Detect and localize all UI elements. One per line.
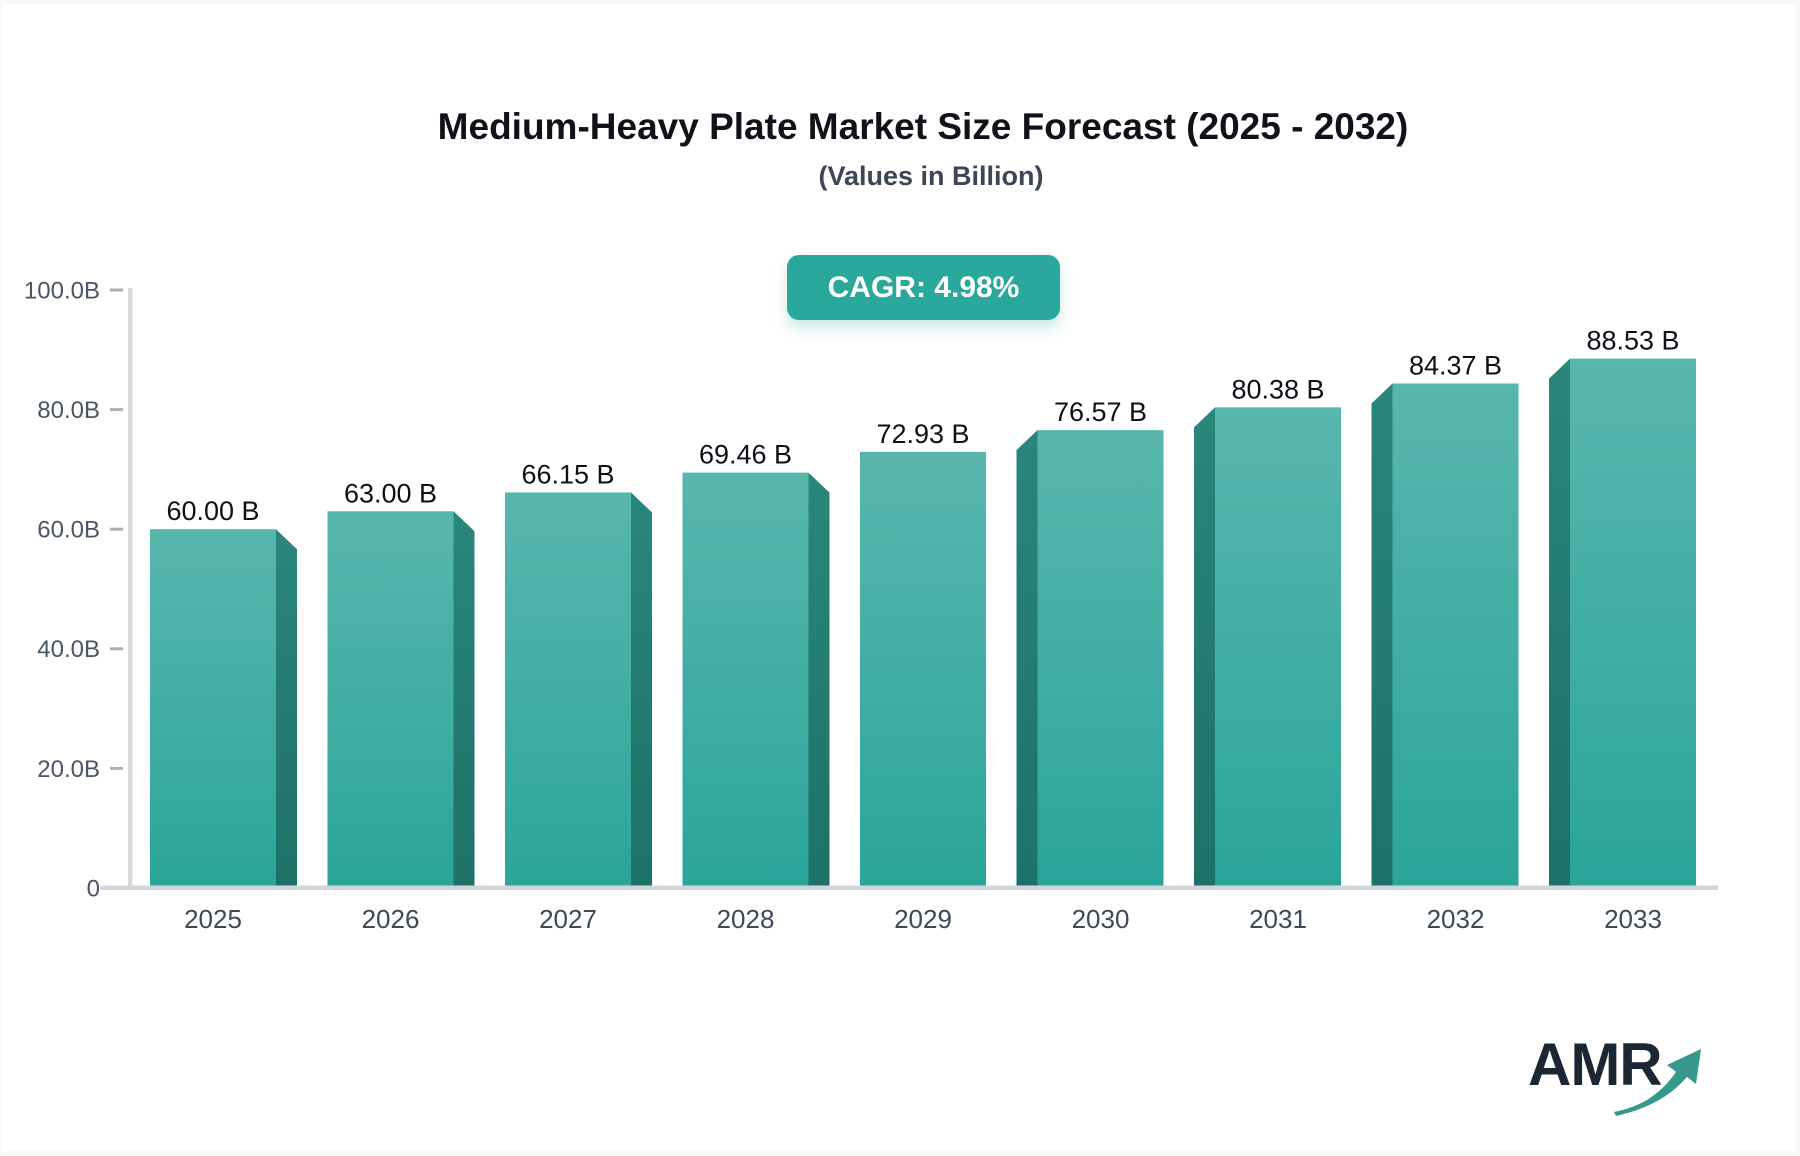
bar-side-2028 <box>808 472 830 887</box>
bar-side-2031 <box>1194 407 1215 887</box>
amr-logo-text: AMR <box>1528 1031 1663 1098</box>
bar-value-label: 72.93 B <box>876 419 969 449</box>
bar-side-2032 <box>1371 383 1393 887</box>
growth-arrow-icon <box>1614 1049 1701 1116</box>
bar-2029 <box>860 451 986 888</box>
y-axis-line <box>128 288 133 890</box>
bar-2028 <box>682 472 809 888</box>
bar-2030 <box>1037 430 1164 888</box>
y-axis-tick-label: 20.0B <box>37 756 100 783</box>
bar-value-label: 60.00 B <box>166 496 259 526</box>
bar-value-label: 84.37 B <box>1409 350 1502 380</box>
bar-2025 <box>150 529 276 888</box>
page-bottom-border <box>0 1151 1800 1156</box>
bar-2032 <box>1392 383 1519 888</box>
x-axis-line <box>100 885 1718 890</box>
y-axis-tick-label: 80.0B <box>37 397 100 424</box>
x-axis-label: 2025 <box>184 904 242 934</box>
page-left-border <box>0 0 2 1156</box>
bar-value-label: 63.00 B <box>344 478 437 508</box>
bar-side-2027 <box>631 492 652 887</box>
bar-side-2025 <box>276 529 297 887</box>
chart-subtitle: (Values in Billion) <box>818 161 1044 191</box>
bar-value-label: 80.38 B <box>1231 374 1324 404</box>
page-right-border <box>1796 0 1800 1156</box>
cagr-badge: CAGR: 4.98% <box>787 255 1060 320</box>
bar-value-label: 69.46 B <box>699 440 792 470</box>
x-axis-label: 2028 <box>717 904 775 934</box>
bar-side-2030 <box>1016 430 1038 887</box>
x-axis-label: 2033 <box>1604 904 1662 934</box>
bar-2027 <box>505 492 631 888</box>
bar-value-label: 88.53 B <box>1586 326 1679 356</box>
x-axis-label: 2026 <box>362 904 420 934</box>
bar-2033 <box>1570 358 1696 889</box>
x-axis-label: 2030 <box>1072 904 1130 934</box>
bar-side-2033 <box>1549 358 1570 888</box>
x-axis-label: 2031 <box>1249 904 1307 934</box>
x-axis-label: 2027 <box>539 904 597 934</box>
bar-2031 <box>1215 407 1341 888</box>
y-axis-tick-label: 60.0B <box>37 517 100 544</box>
chart-title: Medium-Heavy Plate Market Size Forecast … <box>437 106 1409 147</box>
bar-2026 <box>327 511 454 888</box>
y-axis-tick-label: 100.0B <box>24 277 100 304</box>
amr-logo: AMR <box>1528 1030 1728 1130</box>
x-axis-label: 2032 <box>1427 904 1485 934</box>
x-axis-label: 2029 <box>894 904 952 934</box>
bar-value-label: 66.15 B <box>521 459 614 489</box>
bar-value-label: 76.57 B <box>1054 397 1147 427</box>
y-axis-tick-label: 40.0B <box>37 636 100 663</box>
y-axis-tick-label: 0 <box>87 875 100 902</box>
page-top-border <box>0 0 1800 4</box>
bar-side-2026 <box>453 511 475 887</box>
